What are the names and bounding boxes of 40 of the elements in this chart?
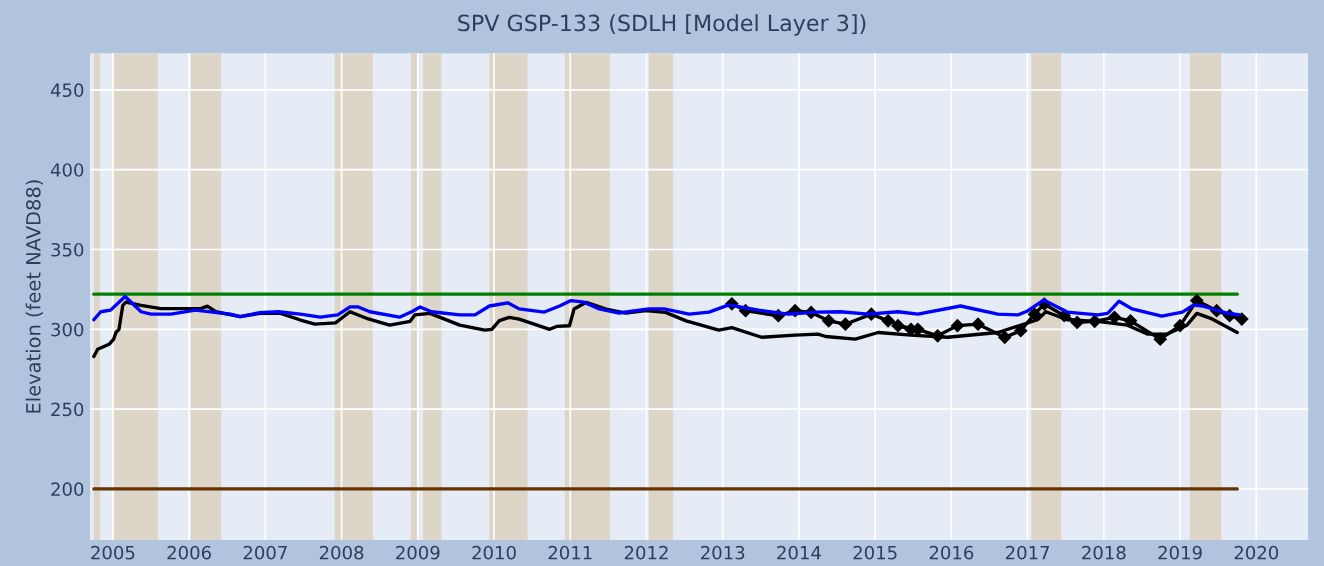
x-tick-label: 2019 <box>1158 545 1202 560</box>
x-tick-label: 2012 <box>624 545 668 560</box>
point <box>821 313 836 328</box>
point <box>1107 310 1122 325</box>
point <box>1087 314 1102 329</box>
point <box>838 317 853 332</box>
x-tick-label: 2006 <box>167 545 211 560</box>
point <box>1173 318 1187 333</box>
point <box>1234 312 1249 326</box>
chart-title: SPV GSP-133 (SDLH [Model Layer 3]) <box>458 14 866 36</box>
x-tick-label: 2011 <box>548 545 592 560</box>
x-tick-label: 2013 <box>701 545 745 560</box>
point <box>891 318 905 333</box>
y-tick-label: 400 <box>50 163 84 177</box>
y-tick-label: 250 <box>51 402 84 417</box>
y-tick-label: 300 <box>51 322 84 337</box>
x-tick-label: 2018 <box>1082 545 1126 560</box>
point <box>1013 323 1028 338</box>
point <box>997 330 1012 345</box>
x-tick-label: 2017 <box>1005 545 1050 560</box>
x-tick-label: 2009 <box>396 545 440 560</box>
x-tick-label: 2016 <box>929 545 974 560</box>
point <box>971 317 985 332</box>
point <box>1153 332 1168 347</box>
x-tick-label: 2008 <box>319 545 364 560</box>
y-axis-title: Elevation (feet NAVD88) <box>25 180 43 413</box>
x-tick-label: 2020 <box>1234 545 1279 560</box>
x-tick-label: 2005 <box>91 545 135 560</box>
point <box>881 313 895 328</box>
y-tick-label: 350 <box>51 242 84 257</box>
y-tick-label: 200 <box>51 482 84 497</box>
x-tick-label: 2007 <box>243 545 287 560</box>
x-tick-label: 2014 <box>777 545 821 560</box>
point <box>950 318 965 333</box>
point <box>1070 315 1085 330</box>
x-tick-label: 2015 <box>853 545 897 560</box>
x-tick-label: 2010 <box>472 545 516 560</box>
point <box>1027 307 1042 322</box>
point <box>1123 313 1138 328</box>
y-tick-label: 450 <box>50 83 84 98</box>
